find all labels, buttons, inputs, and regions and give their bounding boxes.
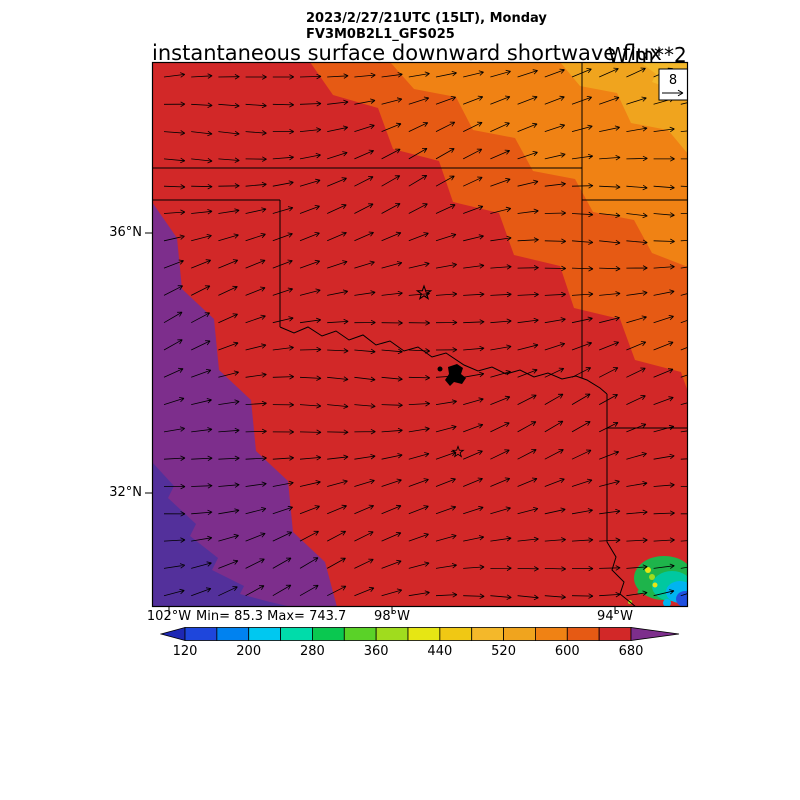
colorbar-segment	[343, 627, 377, 641]
colorbar-segment	[280, 627, 313, 641]
colorbar-segment	[407, 627, 441, 641]
cloud-speck	[652, 582, 658, 588]
lon-label-102w: 102°W	[146, 609, 192, 624]
cloud-patch-blue	[676, 591, 688, 607]
flux-band-purple	[152, 202, 337, 607]
colorbar-segment	[566, 627, 600, 641]
colorbar-segment	[375, 627, 409, 641]
lon-label-98w: 98°W	[374, 609, 410, 624]
wind-vector-field	[163, 67, 688, 601]
colorbar-over-arrow	[630, 627, 680, 641]
colorbar-tick-label: 120	[172, 644, 198, 659]
plot-title: instantaneous surface downward shortwave…	[152, 41, 662, 65]
lon-label-94w: 94°W	[597, 609, 633, 624]
colorbar-segment	[503, 627, 536, 641]
map-canvas: 8	[145, 61, 689, 614]
wind-vectors	[163, 67, 688, 601]
colorbar-tick-label: 600	[554, 644, 580, 659]
colorbar-tick-label: 360	[363, 644, 389, 659]
colorbar-tick-row: 120 200 280 360 440 520 600 680	[160, 644, 681, 662]
reference-vector-arrow-icon	[662, 89, 684, 97]
lat-label-32n: 32°N	[109, 485, 142, 500]
city-star-marker-north	[415, 284, 433, 301]
flux-fill-layer	[152, 62, 688, 607]
colorbar-segments	[184, 627, 632, 641]
latitude-ticks	[145, 232, 152, 494]
colorbar-segment	[439, 627, 473, 641]
longitude-ticks	[168, 607, 616, 614]
city-star-marker-south	[451, 445, 465, 458]
flux-band-indigo	[152, 462, 292, 607]
colorbar-tick-label: 280	[300, 644, 325, 659]
colorbar-segment	[598, 627, 632, 641]
cloud-patch	[628, 556, 688, 607]
colorbar-tick-label: 200	[236, 644, 262, 659]
colorbar-segment	[535, 627, 568, 641]
red-river	[279, 326, 608, 395]
cloud-speck	[663, 599, 671, 607]
colorbar-tick-label: 520	[491, 644, 516, 659]
cloud-speck	[645, 567, 651, 573]
model-label: FV3M0B2L1_GFS025	[306, 27, 455, 42]
colorbar-tick-label: 680	[618, 644, 644, 659]
colorbar-segment	[184, 627, 218, 641]
minmax-stats: Min= 85.3 Max= 743.7	[196, 609, 347, 624]
colorbar-segment	[216, 627, 250, 641]
border-texas-east	[606, 394, 637, 607]
colorbar	[160, 627, 680, 642]
map-frame	[145, 61, 689, 614]
colorbar-segment	[471, 627, 504, 641]
valid-time-label: 2023/2/27/21UTC (15LT), Monday	[306, 11, 547, 26]
colorbar-segment	[312, 627, 345, 641]
colorbar-under-arrow	[160, 627, 186, 642]
colorbar-tick-label: 440	[427, 644, 453, 659]
lat-label-36n: 36°N	[109, 225, 142, 240]
flux-band-orange-light	[560, 62, 688, 154]
city-markers	[415, 284, 465, 458]
flux-band-orange	[390, 62, 688, 267]
cloud-speck	[649, 574, 655, 580]
reference-vector-box: 8	[658, 68, 688, 101]
reference-vector-value: 8	[669, 73, 677, 88]
colorbar-segment	[248, 627, 281, 641]
state-borders	[152, 62, 688, 607]
